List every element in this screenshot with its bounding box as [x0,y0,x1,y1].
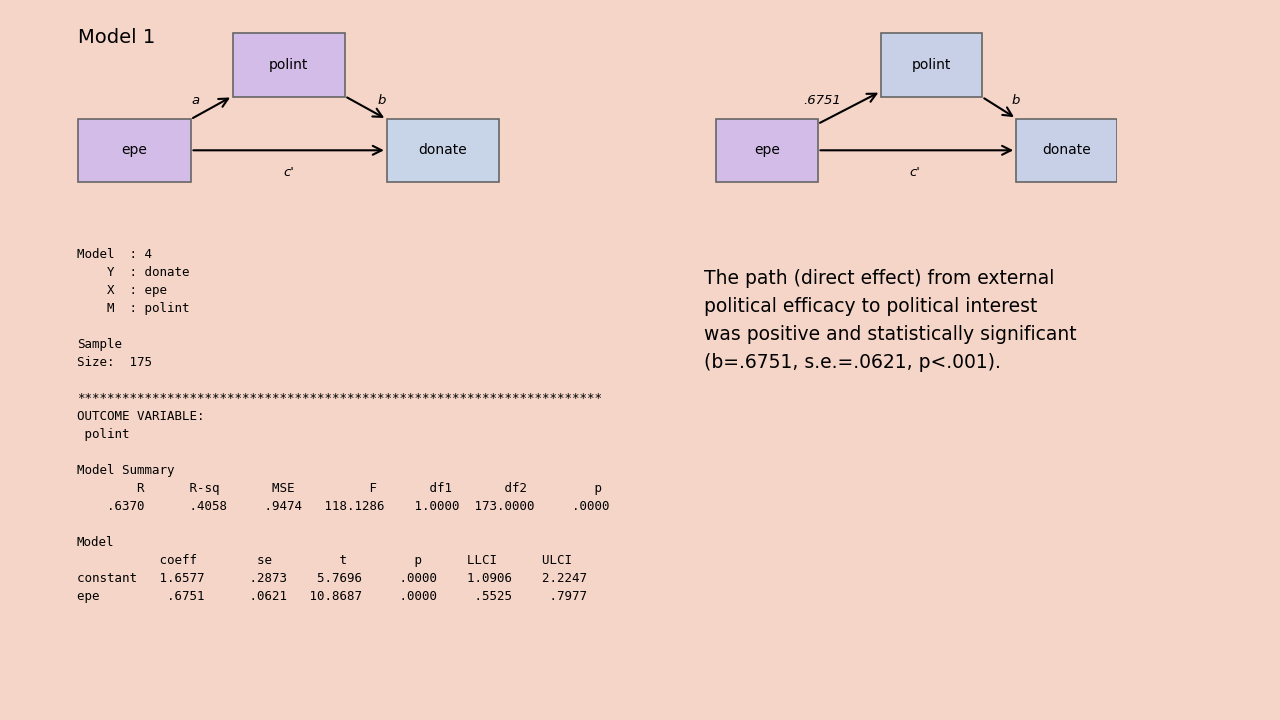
Text: donate: donate [419,143,467,157]
FancyBboxPatch shape [233,33,344,97]
FancyBboxPatch shape [1016,119,1117,182]
Text: epe: epe [754,143,780,157]
Text: Model  : 4
    Y  : donate
    X  : epe
    M  : polint

Sample
Size:  175

****: Model : 4 Y : donate X : epe M : polint … [77,248,609,603]
Text: Model 1: Model 1 [78,27,156,47]
FancyBboxPatch shape [717,119,818,182]
Text: c': c' [909,166,920,179]
FancyBboxPatch shape [387,119,499,182]
Text: epe: epe [122,143,147,157]
FancyBboxPatch shape [78,119,191,182]
Text: The path (direct effect) from external
political efficacy to political interest
: The path (direct effect) from external p… [704,269,1076,372]
Text: .6751: .6751 [803,94,841,107]
FancyBboxPatch shape [881,33,982,97]
Text: c': c' [283,166,294,179]
Text: b: b [378,94,387,107]
Text: polint: polint [269,58,308,72]
Text: donate: donate [1042,143,1091,157]
Text: b: b [1012,94,1020,107]
Text: a: a [191,94,200,107]
Text: polint: polint [911,58,951,72]
